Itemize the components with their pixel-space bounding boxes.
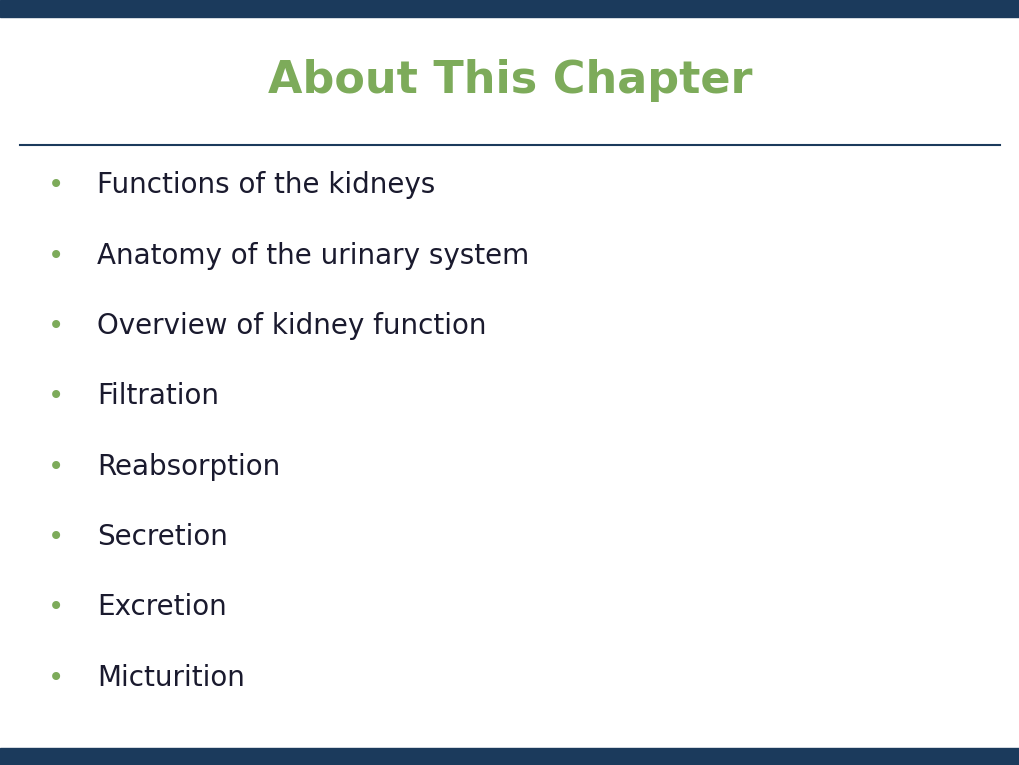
Text: About This Chapter: About This Chapter bbox=[267, 59, 752, 102]
Bar bbox=[0, 0, 1019, 17]
Text: •: • bbox=[48, 453, 64, 480]
Text: Excretion: Excretion bbox=[97, 594, 226, 621]
Text: •: • bbox=[48, 171, 64, 199]
Text: •: • bbox=[48, 523, 64, 551]
Text: •: • bbox=[48, 242, 64, 269]
Text: Secretion: Secretion bbox=[97, 523, 227, 551]
Text: Functions of the kidneys: Functions of the kidneys bbox=[97, 171, 435, 199]
Text: •: • bbox=[48, 312, 64, 340]
Text: Micturition: Micturition bbox=[97, 664, 245, 692]
Bar bbox=[0, 748, 1019, 765]
Text: Anatomy of the urinary system: Anatomy of the urinary system bbox=[97, 242, 529, 269]
Text: •: • bbox=[48, 382, 64, 410]
Text: Overview of kidney function: Overview of kidney function bbox=[97, 312, 486, 340]
Text: •: • bbox=[48, 664, 64, 692]
Text: Filtration: Filtration bbox=[97, 382, 219, 410]
Text: •: • bbox=[48, 594, 64, 621]
Text: Reabsorption: Reabsorption bbox=[97, 453, 280, 480]
